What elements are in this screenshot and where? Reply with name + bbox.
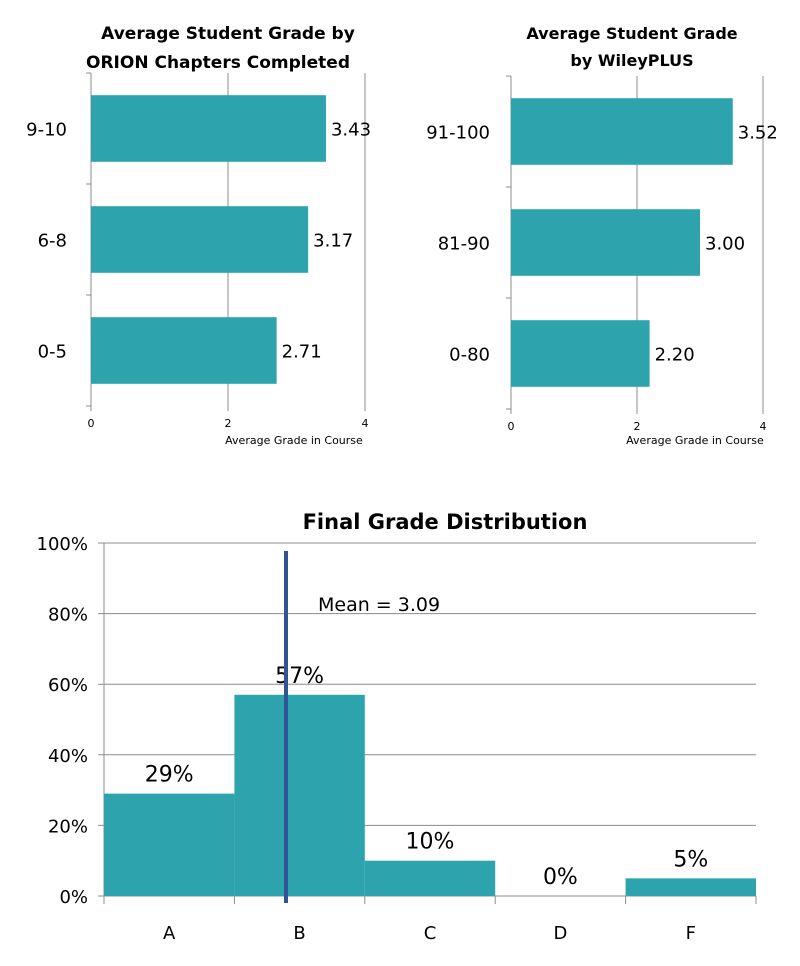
- orion-x-tick-label: 0: [88, 417, 95, 430]
- wileyplus-bar: [511, 98, 733, 165]
- distribution-category-label: C: [424, 923, 437, 944]
- orion-chart-title-line2: ORION Chapters Completed: [86, 53, 350, 73]
- wileyplus-bar: [511, 320, 650, 387]
- distribution-plot-area: 0% 20% 40% 60% 80% 100% 29% A 57% B 10% C 0% D 5% F: [37, 534, 757, 944]
- wileyplus-chart-title-line1: Average Student Grade: [526, 24, 737, 43]
- wileyplus-category-label: 91-100: [426, 123, 490, 144]
- orion-bar: [91, 317, 277, 384]
- wileyplus-value-label: 2.20: [655, 345, 695, 366]
- orion-x-tick-label: 4: [362, 417, 369, 430]
- distribution-y-tick-label: 0%: [59, 887, 88, 908]
- distribution-chart: Final Grade Distribution 0% 20% 40% 60% 80% 1…: [37, 510, 757, 944]
- mean-line: [284, 551, 288, 903]
- wileyplus-x-tick-label: 2: [634, 420, 641, 433]
- orion-bar: [91, 95, 326, 162]
- distribution-value-label: 29%: [145, 763, 194, 788]
- distribution-value-label: 0%: [543, 865, 578, 890]
- distribution-category-label: F: [686, 923, 696, 944]
- distribution-chart-title: Final Grade Distribution: [303, 510, 588, 534]
- wileyplus-category-label: 81-90: [438, 234, 490, 255]
- orion-value-label: 3.43: [331, 120, 371, 141]
- orion-chart: Average Student Grade by ORION Chapters …: [26, 24, 371, 447]
- distribution-category-label: B: [293, 923, 305, 944]
- orion-x-axis-label: Average Grade in Course: [225, 434, 363, 447]
- distribution-y-tick-label: 20%: [48, 816, 88, 837]
- orion-category-label: 9-10: [26, 120, 67, 141]
- orion-bar: [91, 206, 309, 273]
- distribution-category-label: A: [163, 923, 176, 944]
- orion-chart-title-line1: Average Student Grade by: [101, 24, 355, 44]
- orion-plot-area: 0 2 4 9-10 3.43 6-8 3.17 0-5 2.71: [26, 72, 371, 430]
- wileyplus-plot-area: 0 2 4 91-100 3.52 81-90 3.00 0-80 2.20: [426, 75, 778, 433]
- wileyplus-value-label: 3.00: [705, 234, 745, 255]
- orion-category-label: 0-5: [38, 342, 67, 363]
- distribution-value-label: 5%: [673, 847, 708, 872]
- distribution-y-tick-label: 100%: [37, 534, 88, 555]
- distribution-value-label: 57%: [275, 664, 324, 689]
- wileyplus-x-axis-label: Average Grade in Course: [626, 434, 764, 447]
- distribution-bar: [364, 860, 496, 896]
- distribution-bar: [234, 694, 365, 896]
- distribution-category-label: D: [553, 923, 567, 944]
- distribution-bar: [104, 793, 235, 896]
- wileyplus-chart: Average Student Grade by WileyPLUS 0 2 4 91…: [426, 24, 778, 447]
- wileyplus-x-tick-label: 0: [508, 420, 515, 433]
- distribution-value-label: 10%: [406, 830, 455, 855]
- distribution-y-tick-label: 80%: [48, 605, 88, 626]
- orion-value-label: 2.71: [282, 342, 322, 363]
- wileyplus-category-label: 0-80: [449, 345, 490, 366]
- distribution-bar: [625, 878, 756, 896]
- wileyplus-x-tick-label: 4: [760, 420, 767, 433]
- wileyplus-chart-title-line2: by WileyPLUS: [570, 51, 693, 70]
- orion-category-label: 6-8: [38, 231, 67, 252]
- distribution-y-tick-label: 60%: [48, 675, 88, 696]
- orion-x-tick-label: 2: [225, 417, 232, 430]
- distribution-y-tick-label: 40%: [48, 746, 88, 767]
- wileyplus-bar: [511, 209, 700, 276]
- orion-value-label: 3.17: [313, 231, 353, 252]
- mean-label: Mean = 3.09: [318, 594, 440, 616]
- wileyplus-value-label: 3.52: [738, 123, 778, 144]
